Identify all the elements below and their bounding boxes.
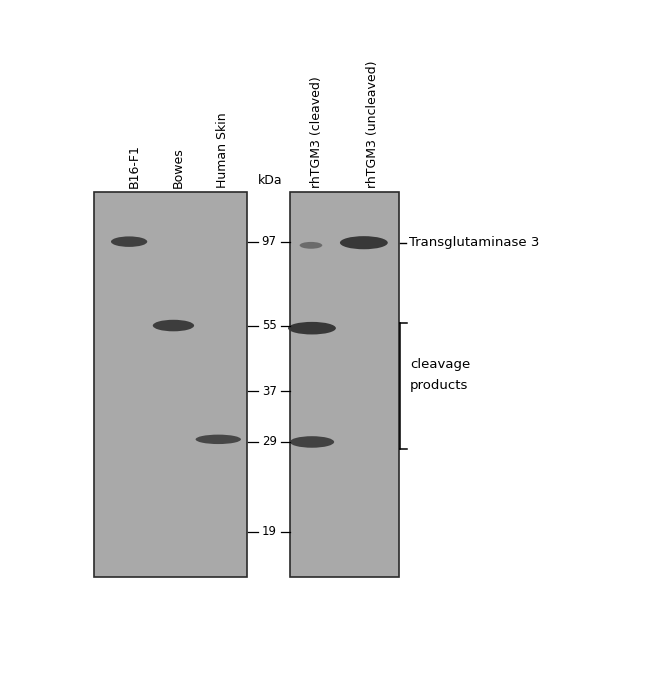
Text: Human Skin: Human Skin xyxy=(216,112,229,188)
Ellipse shape xyxy=(153,320,194,332)
Text: 29: 29 xyxy=(262,435,277,449)
Ellipse shape xyxy=(288,322,336,334)
Text: 55: 55 xyxy=(262,319,276,332)
Bar xyxy=(291,192,398,577)
Text: 97: 97 xyxy=(262,235,277,248)
Ellipse shape xyxy=(300,242,322,249)
Bar xyxy=(94,192,248,577)
Text: Transglutaminase 3: Transglutaminase 3 xyxy=(409,236,539,249)
Text: rhTGM3 (uncleaved): rhTGM3 (uncleaved) xyxy=(366,60,379,188)
Text: Bowes: Bowes xyxy=(172,147,185,188)
Text: 37: 37 xyxy=(262,385,277,398)
Text: kDa: kDa xyxy=(258,174,283,187)
Ellipse shape xyxy=(340,236,388,249)
Ellipse shape xyxy=(196,434,241,444)
Text: rhTGM3 (cleaved): rhTGM3 (cleaved) xyxy=(311,76,324,188)
Text: cleavage: cleavage xyxy=(410,358,471,371)
Text: products: products xyxy=(410,379,469,392)
Text: 19: 19 xyxy=(262,525,277,538)
Ellipse shape xyxy=(290,437,334,447)
Text: B16-F1: B16-F1 xyxy=(128,144,141,188)
Ellipse shape xyxy=(111,236,148,247)
